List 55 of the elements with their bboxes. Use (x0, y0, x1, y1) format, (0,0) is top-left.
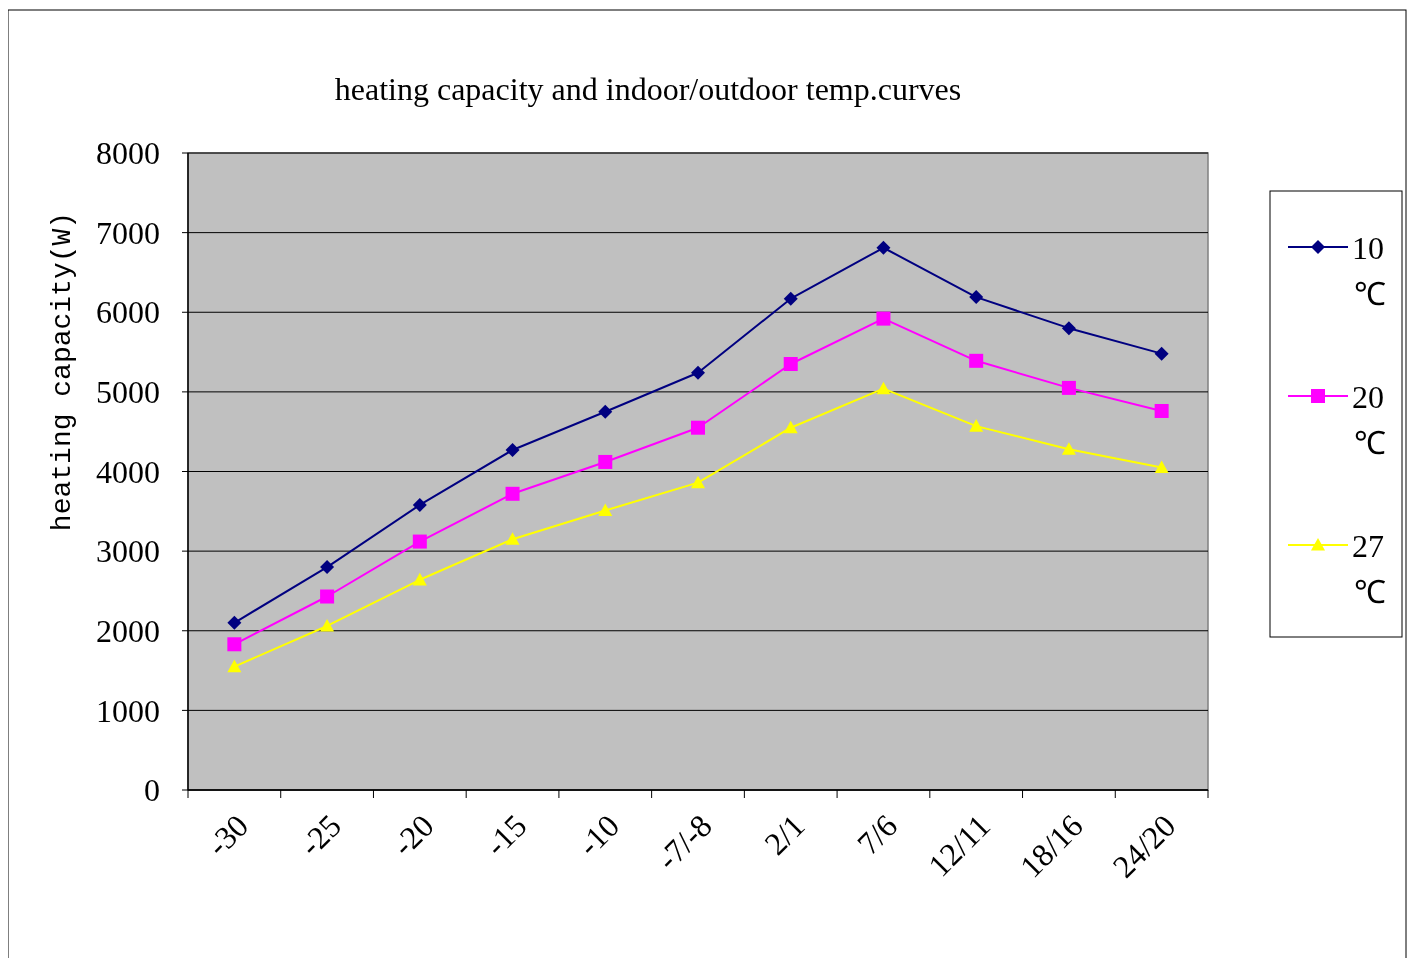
point (691, 475, 705, 489)
point (598, 503, 613, 517)
legend-label: 20℃ (1352, 379, 1386, 461)
point (505, 443, 520, 457)
y-tick-label: 4000 (96, 453, 160, 490)
point (876, 240, 891, 255)
y-tick-label: 8000 (96, 135, 160, 172)
point (412, 572, 427, 586)
y-tick-label: 2000 (96, 612, 160, 649)
legend-label: 27℃ (1352, 528, 1386, 610)
point (598, 454, 613, 469)
legend-label: 10℃ (1352, 230, 1386, 312)
point (598, 404, 613, 419)
point (1154, 460, 1169, 474)
x-tick-label: -15 (477, 807, 534, 864)
point (969, 290, 984, 305)
point (320, 589, 335, 604)
y-tick-label: 1000 (96, 692, 160, 729)
point (783, 357, 798, 372)
point (969, 419, 984, 432)
point (691, 365, 705, 380)
y-tick-label: 6000 (96, 294, 160, 331)
point (969, 353, 984, 368)
point (227, 615, 242, 630)
point (783, 420, 798, 434)
x-tick-label: -20 (385, 807, 441, 864)
point (1061, 321, 1076, 336)
point (1061, 442, 1076, 455)
point (505, 532, 520, 545)
x-tick-label: -30 (199, 807, 256, 864)
point (320, 618, 335, 632)
point (505, 486, 520, 501)
y-tick-label: 7000 (96, 214, 160, 251)
y-tick-label: 3000 (96, 533, 160, 570)
point (412, 534, 427, 549)
x-tick-label: -7/-8 (649, 807, 719, 877)
point (227, 637, 242, 652)
point (1154, 346, 1169, 361)
point (227, 659, 242, 673)
y-tick-label: 5000 (96, 374, 160, 411)
point (783, 291, 798, 306)
chart-title: heating capacity and indoor/outdoor temp.curves (334, 71, 962, 107)
y-tick-label: 0 (144, 772, 160, 809)
y-axis-title: heating capacity(W) (47, 211, 78, 532)
point (876, 311, 891, 326)
point (1061, 380, 1076, 395)
point (876, 381, 891, 395)
x-tick-label: -10 (570, 807, 627, 864)
point (1154, 403, 1169, 418)
point (691, 420, 705, 435)
point (320, 560, 335, 575)
point (412, 497, 427, 512)
x-tick-label: -25 (292, 807, 348, 864)
x-tick-label: 2/1 (757, 807, 812, 862)
x-tick-label: 7/6 (849, 807, 905, 862)
